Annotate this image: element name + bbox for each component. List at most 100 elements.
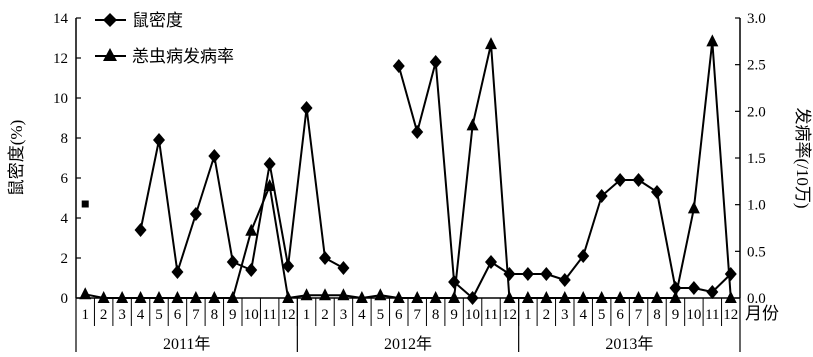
y-right-tick-label: 3.0 bbox=[747, 11, 766, 27]
data-point-rat-density bbox=[208, 149, 221, 163]
x-axis-title: 月份 bbox=[745, 304, 779, 323]
data-point-incidence bbox=[558, 291, 571, 303]
data-point-rat-density bbox=[632, 173, 645, 187]
x-month-label: 6 bbox=[616, 307, 624, 323]
x-month-label: 7 bbox=[413, 307, 421, 323]
data-point-incidence bbox=[116, 291, 129, 303]
data-point-incidence bbox=[466, 118, 479, 131]
x-month-label: 7 bbox=[635, 307, 643, 323]
y-left-tick-label: 4 bbox=[61, 211, 69, 227]
y-axis-left-title: 鼠密度(%) bbox=[7, 120, 26, 196]
x-month-label: 10 bbox=[465, 307, 480, 323]
y-left-tick-label: 10 bbox=[53, 91, 68, 107]
data-point-incidence bbox=[245, 223, 258, 236]
y-left-tick-label: 2 bbox=[61, 251, 69, 267]
y-left-tick-label: 8 bbox=[61, 131, 69, 147]
data-point-rat-density bbox=[263, 157, 276, 171]
x-month-label: 4 bbox=[579, 307, 587, 323]
data-point-rat-density bbox=[226, 255, 239, 269]
data-point-rat-density bbox=[485, 255, 497, 269]
x-year-label: 2013年 bbox=[605, 335, 653, 353]
data-point-incidence bbox=[282, 291, 295, 303]
legend-label-rat-density: 鼠密度 bbox=[132, 11, 183, 30]
x-month-label: 2 bbox=[543, 307, 551, 323]
data-point-incidence bbox=[577, 291, 590, 303]
data-point-incidence bbox=[319, 288, 331, 301]
data-point-incidence bbox=[392, 291, 405, 303]
x-month-label: 3 bbox=[561, 307, 569, 323]
x-month-label: 3 bbox=[340, 307, 348, 323]
data-point-incidence bbox=[429, 291, 442, 303]
y-right-tick-label: 1.5 bbox=[747, 151, 766, 167]
x-year-label: 2011年 bbox=[163, 335, 210, 353]
data-point-rat-density bbox=[282, 259, 295, 273]
y-right-tick-label: 1.0 bbox=[747, 198, 766, 214]
x-month-label: 12 bbox=[723, 307, 738, 323]
data-point-rat-density bbox=[300, 101, 313, 115]
data-point-incidence bbox=[134, 291, 147, 303]
x-month-label: 11 bbox=[705, 307, 719, 323]
x-month-label: 5 bbox=[155, 307, 163, 323]
x-month-label: 3 bbox=[118, 307, 126, 323]
data-point-incidence bbox=[706, 34, 719, 47]
data-point-incidence bbox=[208, 291, 221, 303]
data-point-incidence bbox=[724, 291, 737, 303]
data-point-incidence bbox=[521, 291, 534, 303]
data-point-incidence bbox=[595, 291, 608, 303]
data-point-incidence bbox=[614, 291, 627, 303]
data-point-incidence bbox=[153, 291, 165, 303]
data-point-rat-density bbox=[577, 249, 590, 263]
x-month-label: 9 bbox=[450, 307, 458, 323]
legend: 鼠密度 恙虫病发病率 bbox=[95, 11, 234, 66]
y-right-tick-label: 0.5 bbox=[747, 244, 766, 260]
x-month-label: 4 bbox=[137, 307, 145, 323]
data-point-incidence bbox=[411, 291, 424, 303]
x-month-label: 6 bbox=[395, 307, 403, 323]
y-axis-right-title: 发病率(/10万) bbox=[793, 107, 812, 208]
data-point-rat-density bbox=[687, 281, 700, 295]
x-month-label: 1 bbox=[303, 307, 311, 323]
x-month-label: 5 bbox=[598, 307, 606, 323]
data-point-rat-density bbox=[171, 265, 184, 279]
data-point-rat-density bbox=[595, 189, 608, 203]
x-month-label: 1 bbox=[81, 307, 89, 323]
data-point-incidence bbox=[79, 287, 92, 300]
data-point-incidence bbox=[448, 291, 461, 303]
data-point-incidence bbox=[226, 291, 239, 303]
data-point-incidence bbox=[669, 291, 682, 303]
data-point-incidence bbox=[300, 288, 313, 301]
x-month-label: 8 bbox=[653, 307, 661, 323]
data-point-rat-density bbox=[319, 251, 331, 265]
x-month-label: 5 bbox=[377, 307, 385, 323]
data-point-rat-density bbox=[81, 200, 89, 208]
data-point-rat-density bbox=[558, 273, 571, 287]
x-month-label: 1 bbox=[524, 307, 532, 323]
data-point-rat-density bbox=[429, 55, 442, 69]
data-point-incidence bbox=[374, 288, 387, 301]
x-month-label: 9 bbox=[229, 307, 237, 323]
data-point-incidence bbox=[651, 291, 663, 303]
x-month-label: 10 bbox=[686, 307, 701, 323]
x-month-label: 11 bbox=[484, 307, 498, 323]
data-point-rat-density bbox=[503, 267, 516, 281]
x-month-label: 8 bbox=[211, 307, 219, 323]
series-line-rat-density bbox=[397, 61, 732, 299]
x-month-label: 11 bbox=[262, 307, 276, 323]
data-point-rat-density bbox=[411, 125, 424, 139]
data-point-rat-density bbox=[706, 285, 719, 299]
data-point-incidence bbox=[485, 37, 497, 50]
data-point-incidence bbox=[337, 288, 350, 301]
data-point-incidence bbox=[687, 201, 700, 214]
data-point-rat-density bbox=[337, 261, 350, 275]
series-line-rat-density bbox=[139, 107, 344, 273]
data-point-rat-density bbox=[540, 267, 553, 281]
x-month-label: 9 bbox=[672, 307, 680, 323]
y-left-tick-label: 12 bbox=[53, 51, 68, 67]
data-point-incidence bbox=[189, 291, 202, 303]
data-point-rat-density bbox=[724, 267, 737, 281]
data-point-rat-density bbox=[521, 267, 534, 281]
x-month-label: 2 bbox=[321, 307, 329, 323]
x-month-label: 12 bbox=[281, 307, 296, 323]
